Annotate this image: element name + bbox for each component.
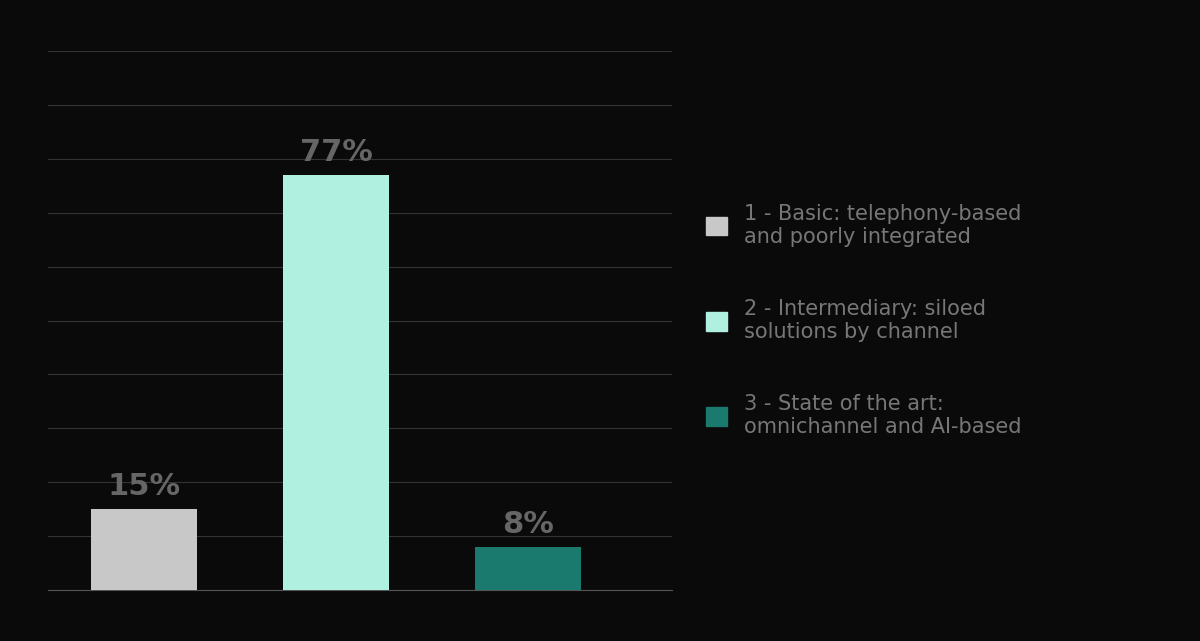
Legend: 1 - Basic: telephony-based
and poorly integrated, 2 - Intermediary: siloed
solut: 1 - Basic: telephony-based and poorly in… [707,204,1021,437]
Bar [475,547,581,590]
Text: 77%: 77% [300,138,372,167]
Text: 8%: 8% [502,510,554,538]
Bar [91,509,197,590]
Bar [283,175,389,590]
Text: 15%: 15% [108,472,180,501]
